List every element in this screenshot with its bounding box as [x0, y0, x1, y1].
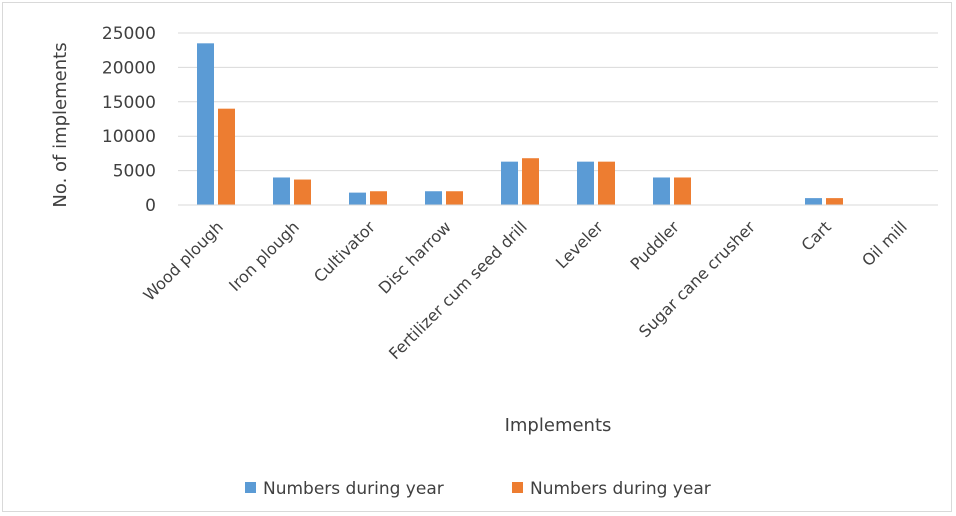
- bar-1: [425, 191, 442, 205]
- bar-2: [598, 161, 615, 205]
- x-category-label: Fertilizer cum seed drill: [385, 217, 531, 363]
- bar-2: [370, 191, 387, 205]
- bar-2: [294, 179, 311, 205]
- bars: [197, 43, 843, 205]
- x-category-label: Oil mill: [858, 217, 911, 270]
- bar-1: [501, 161, 518, 205]
- y-tick-label: 10000: [102, 127, 156, 147]
- x-category-label: Puddler: [626, 217, 683, 274]
- gridlines: [178, 32, 938, 172]
- x-axis-title: Implements: [505, 415, 612, 436]
- y-tick-label: 5000: [113, 162, 156, 182]
- x-category-label: Cultivator: [310, 217, 379, 286]
- y-tick-label: 20000: [102, 58, 156, 78]
- legend-label-1: Numbers during year: [263, 479, 444, 499]
- y-axis-ticks: 0 5000 10000 15000 20000 25000: [102, 24, 156, 216]
- legend-swatch-2: [512, 482, 523, 493]
- bar-2: [218, 108, 235, 205]
- legend: Numbers during year Numbers during year: [245, 479, 711, 499]
- bar-1: [805, 198, 822, 205]
- x-category-label: Leveler: [552, 217, 607, 272]
- x-category-label: Disc harrow: [375, 217, 455, 297]
- bar-1: [653, 177, 670, 205]
- bar-2: [446, 191, 463, 205]
- bar-1: [577, 161, 594, 205]
- y-tick-label: 0: [145, 196, 156, 216]
- legend-swatch-1: [245, 482, 256, 493]
- y-tick-label: 25000: [102, 24, 156, 44]
- y-tick-label: 15000: [102, 93, 156, 113]
- legend-label-2: Numbers during year: [530, 479, 711, 499]
- bar-1: [273, 177, 290, 205]
- x-category-label: Cart: [797, 217, 834, 254]
- x-category-label: Wood plough: [139, 217, 226, 304]
- bar-2: [522, 158, 539, 205]
- bar-1: [349, 192, 366, 205]
- bar-2: [674, 177, 691, 205]
- y-axis-title: No. of implements: [50, 42, 71, 207]
- x-category-label: Iron plough: [225, 217, 303, 295]
- bar-1: [197, 43, 214, 205]
- bar-2: [826, 198, 843, 205]
